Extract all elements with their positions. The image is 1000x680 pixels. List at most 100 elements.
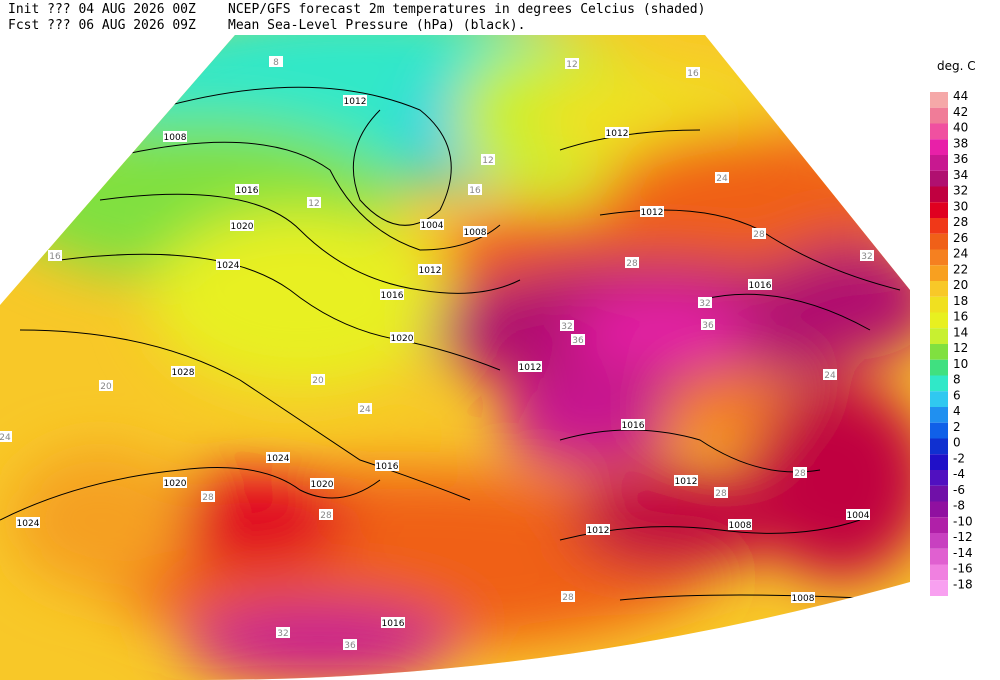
isobar-label-box xyxy=(846,509,870,520)
legend-label: -4 xyxy=(953,467,965,481)
legend-swatch xyxy=(930,438,948,455)
isobar-label-box xyxy=(748,279,772,290)
legend-swatch xyxy=(930,344,948,360)
temperature-label: 8 xyxy=(273,58,279,68)
isobar-label-box xyxy=(163,131,187,142)
isobar-label-box xyxy=(16,517,40,528)
legend-label: 2 xyxy=(953,420,961,434)
legend-swatch xyxy=(930,202,948,218)
legend-label: 12 xyxy=(953,341,968,355)
legend-label: -6 xyxy=(953,483,965,497)
isobar-label: 1016 xyxy=(749,281,772,291)
temperature-label-box xyxy=(793,467,807,478)
legend-swatch xyxy=(930,391,948,407)
legend-label: -14 xyxy=(953,546,973,560)
legend-swatch xyxy=(930,312,948,329)
temperature-label-box xyxy=(358,403,372,414)
isobar-label-box xyxy=(171,366,195,377)
temperature-label: 36 xyxy=(344,641,356,651)
legend-label: -8 xyxy=(953,499,965,513)
isobar-label-box xyxy=(728,519,752,530)
temperature-label: 28 xyxy=(562,593,574,603)
legend-label: 28 xyxy=(953,215,968,229)
legend-swatch xyxy=(930,548,948,565)
legend-label: 22 xyxy=(953,262,968,276)
isobar-label-box xyxy=(420,219,444,230)
isobar-label: 1016 xyxy=(382,619,405,629)
temperature-field xyxy=(0,35,910,680)
legend-swatch xyxy=(930,328,948,344)
temperature-label-box xyxy=(560,320,574,331)
isobar-label: 1016 xyxy=(376,462,399,472)
temperature-label: 12 xyxy=(308,199,319,209)
temperature-label-box xyxy=(468,184,482,195)
legend-swatch xyxy=(930,233,948,250)
isobar-label-box xyxy=(418,264,442,275)
legend-label: 4 xyxy=(953,404,961,418)
isobar-label-box xyxy=(463,226,487,237)
temperature-label: 20 xyxy=(312,376,324,386)
legend-label: -12 xyxy=(953,530,973,544)
temperature-label-box xyxy=(625,257,639,268)
isobar-label: 1012 xyxy=(419,266,442,276)
isobar-label-box xyxy=(518,361,542,372)
legend-swatch xyxy=(930,580,948,596)
legend-swatch xyxy=(930,155,948,171)
temperature-label-box xyxy=(201,491,215,502)
temperature-label-box xyxy=(311,374,325,385)
isobar-label: 1028 xyxy=(172,368,195,378)
legend-swatch xyxy=(930,139,948,155)
legend-swatch xyxy=(930,265,948,281)
legend-swatch xyxy=(930,359,948,376)
isobar-label-box xyxy=(310,478,334,489)
temperature-label: 36 xyxy=(572,336,584,346)
temperature-label: 12 xyxy=(566,60,577,70)
temperature-label-box xyxy=(561,591,575,602)
legend-label: 8 xyxy=(953,373,961,387)
isobar-label-box xyxy=(343,95,367,106)
isobar-label: 1020 xyxy=(164,479,187,489)
legend-swatch xyxy=(930,407,948,423)
isobar-label-box xyxy=(390,332,414,343)
legend-swatch xyxy=(930,249,948,266)
isobar-label: 1004 xyxy=(421,221,444,231)
temperature-label-box xyxy=(343,639,357,650)
isobar-label-box xyxy=(586,524,610,535)
isobar-label-box xyxy=(674,475,698,486)
temperature-label-box xyxy=(276,627,290,638)
legend-swatch xyxy=(930,281,948,297)
temperature-label: 28 xyxy=(626,259,638,269)
isobars xyxy=(0,86,901,601)
isobar-label-box xyxy=(791,592,815,603)
temperature-label: 28 xyxy=(715,489,727,499)
header: Init ??? 04 AUG 2026 00Z Fcst ??? 06 AUG… xyxy=(8,2,705,33)
isobar-label-box xyxy=(163,477,187,488)
isobar-label: 1012 xyxy=(519,363,542,373)
init-time: Init ??? 04 AUG 2026 00Z xyxy=(8,2,196,17)
isobar-label: 1020 xyxy=(231,222,254,232)
isobar-label: 1024 xyxy=(17,519,40,529)
temperature-label: 16 xyxy=(469,186,481,196)
temperature-label-box xyxy=(860,250,874,261)
isobar-label: 1020 xyxy=(391,334,414,344)
legend-label: -2 xyxy=(953,451,965,465)
temperature-label-box xyxy=(752,228,766,239)
temperature-label-box xyxy=(48,250,62,261)
legend-label: 24 xyxy=(953,247,968,261)
legend-label: 26 xyxy=(953,231,968,245)
isobar-label: 1004 xyxy=(847,511,870,521)
forecast-time: Fcst ??? 06 AUG 2026 09Z xyxy=(8,18,196,33)
legend-label: 40 xyxy=(953,121,968,135)
temperature-label-box xyxy=(698,297,712,308)
isobar-label: 1008 xyxy=(729,521,752,531)
isobar-label-box xyxy=(380,289,404,300)
legend-label: 14 xyxy=(953,325,968,339)
isobar-label: 1012 xyxy=(587,526,610,536)
isobar-label: 1016 xyxy=(381,291,404,301)
isobar-label: 1016 xyxy=(622,421,645,431)
temperature-label-box xyxy=(307,197,321,208)
legend-label: -10 xyxy=(953,514,973,528)
isobar-label-box xyxy=(621,419,645,430)
legend-label: 38 xyxy=(953,136,968,150)
legend-swatch xyxy=(930,533,948,549)
